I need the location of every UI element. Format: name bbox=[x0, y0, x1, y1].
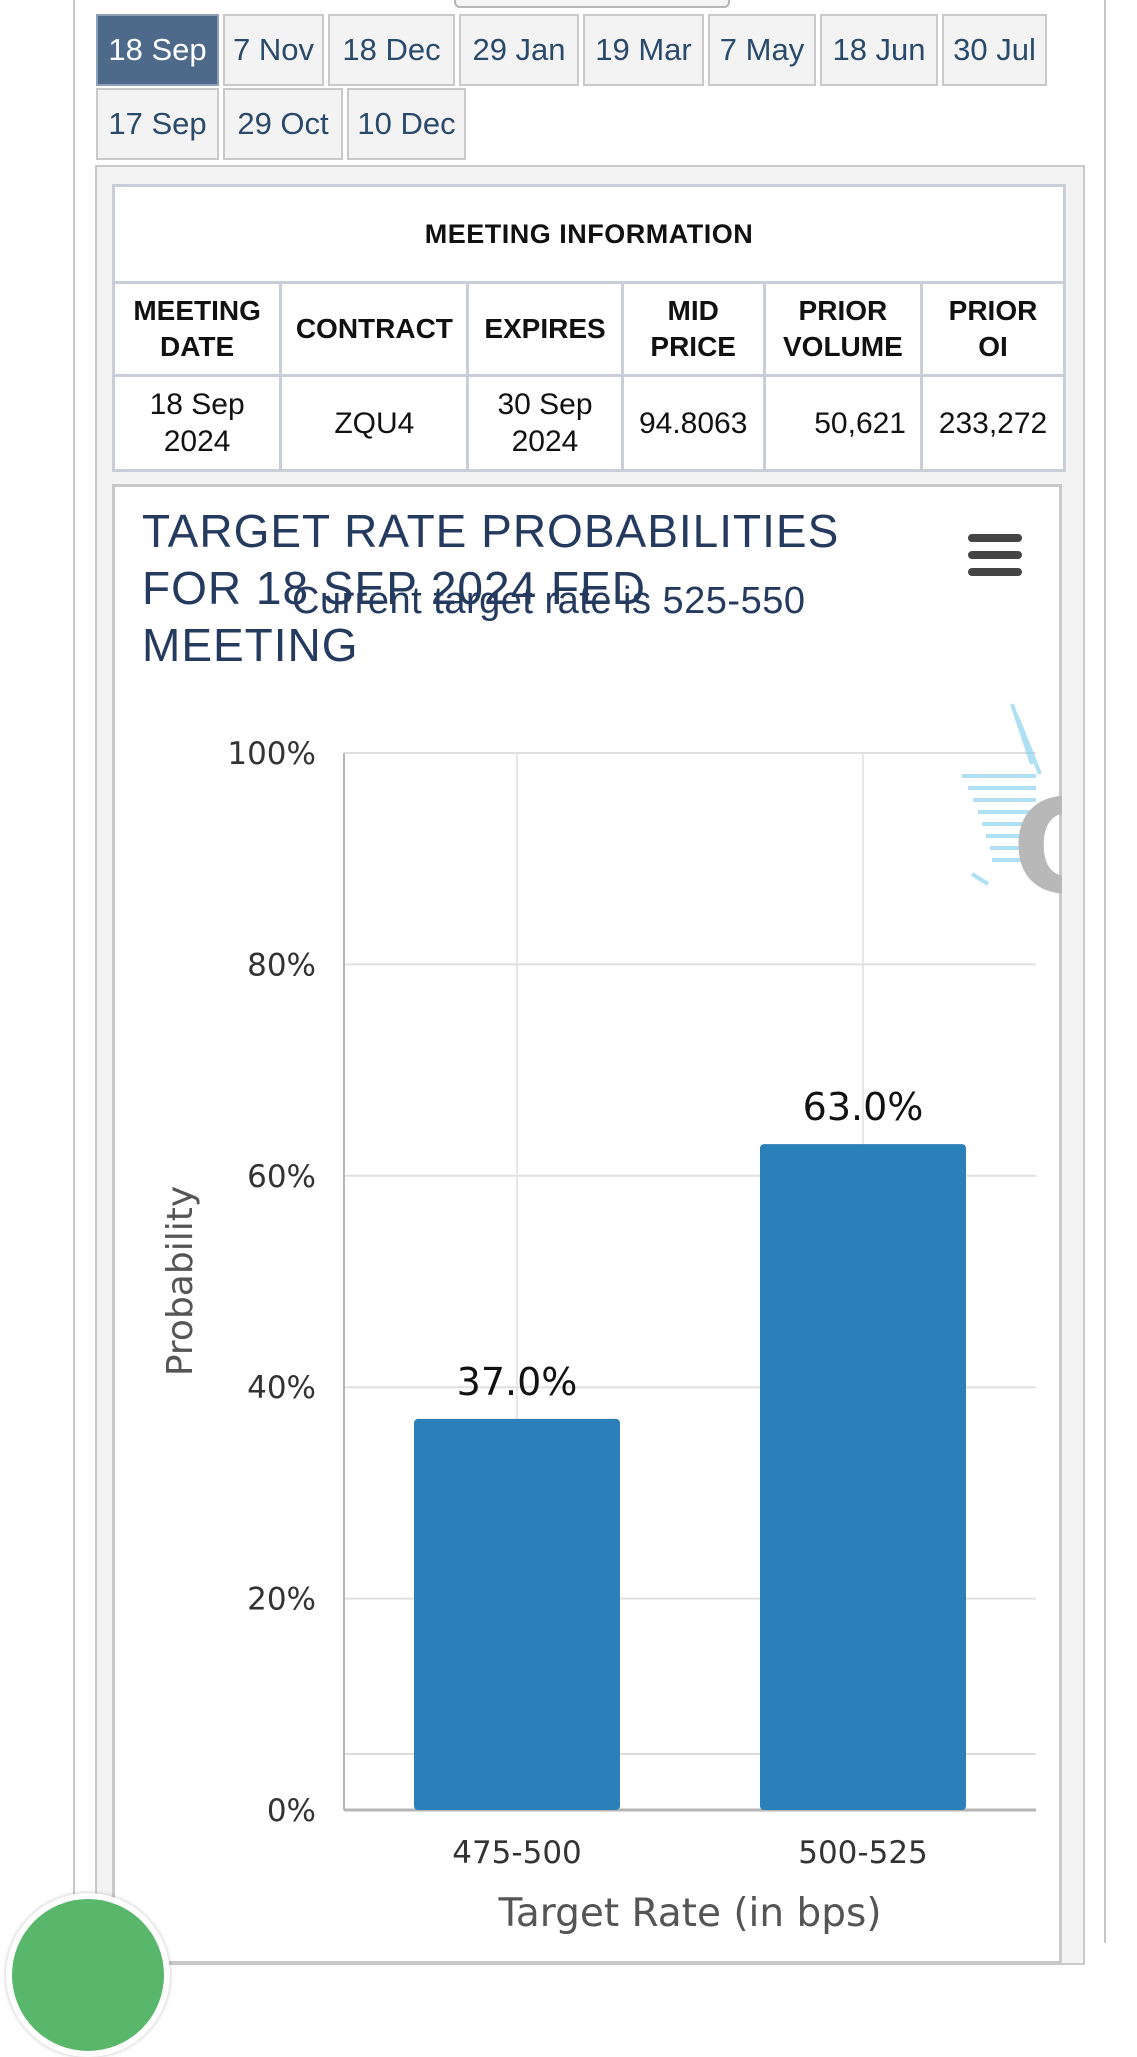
y-tick-label: 20% bbox=[247, 1582, 316, 1618]
cell-prior-volume: 50,621 bbox=[762, 374, 924, 472]
tab-29-jan[interactable]: 29 Jan bbox=[459, 14, 579, 86]
table-header-row: MEETING DATE CONTRACT EXPIRES MID PRICE PR… bbox=[111, 281, 1066, 377]
hamburger-menu-icon-bar bbox=[968, 568, 1022, 576]
table-row: 18 Sep 2024 ZQU4 30 Sep 2024 94.8063 50,62… bbox=[111, 374, 1066, 472]
x-tick-label: 475-500 bbox=[452, 1835, 582, 1871]
tab-30-jul[interactable]: 30 Jul bbox=[942, 14, 1047, 86]
cell-mid-price: 94.8063 bbox=[620, 374, 766, 472]
bar-500-525[interactable] bbox=[760, 1144, 966, 1810]
header-expires: EXPIRES bbox=[466, 281, 624, 377]
header-contract: CONTRACT bbox=[279, 281, 470, 377]
scroll-handle[interactable] bbox=[454, 0, 730, 8]
data-label: 63.0% bbox=[803, 1085, 924, 1129]
x-axis-title: Target Rate (in bps) bbox=[497, 1891, 881, 1936]
y-tick-label: 100% bbox=[227, 736, 316, 772]
y-axis-title: Probability bbox=[160, 1186, 201, 1376]
probability-bar-chart: Q 0% 20% 40% 60% 80% 100% 37.0% 475-500 63.0% 500… bbox=[160, 703, 1062, 1936]
tab-29-oct[interactable]: 29 Oct bbox=[223, 88, 343, 160]
tab-18-dec[interactable]: 18 Dec bbox=[328, 14, 455, 86]
chart-labels: 0% 20% 40% 60% 80% 100% 37.0% 475-500 63.0% 500-5… bbox=[160, 736, 928, 1936]
y-tick-label: 40% bbox=[247, 1370, 316, 1406]
header-mid-price: MID PRICE bbox=[620, 281, 766, 377]
tab-17-sep[interactable]: 17 Sep bbox=[96, 88, 219, 160]
tab-7-nov[interactable]: 7 Nov bbox=[223, 14, 324, 86]
meeting-information-table: MEETING INFORMATION MEETING DATE CONTRACT… bbox=[111, 184, 1066, 472]
x-tick-label: 500-525 bbox=[798, 1835, 928, 1871]
chart-bars bbox=[414, 1144, 966, 1810]
tab-7-may[interactable]: 7 May bbox=[708, 14, 816, 86]
page-border-left bbox=[73, 0, 75, 1943]
y-tick-label: 0% bbox=[267, 1793, 316, 1829]
tab-19-mar[interactable]: 19 Mar bbox=[583, 14, 704, 86]
cell-contract: ZQU4 bbox=[279, 374, 470, 472]
hamburger-menu-icon bbox=[968, 534, 1022, 542]
table-caption: MEETING INFORMATION bbox=[112, 184, 1066, 284]
cell-meeting-date: 18 Sep 2024 bbox=[111, 374, 283, 472]
cell-expires: 30 Sep 2024 bbox=[466, 374, 624, 472]
chart-subtitle: Current target rate is 525-550 bbox=[292, 580, 806, 622]
svg-text:Q: Q bbox=[1012, 771, 1062, 923]
header-prior-volume: PRIOR VOLUME bbox=[762, 281, 924, 377]
y-tick-label: 60% bbox=[247, 1159, 316, 1195]
y-tick-label: 80% bbox=[247, 947, 316, 983]
tab-18-jun[interactable]: 18 Jun bbox=[820, 14, 938, 86]
page-border-right bbox=[1104, 0, 1106, 1943]
data-label: 37.0% bbox=[457, 1360, 578, 1404]
chart-menu-button[interactable] bbox=[968, 534, 1022, 576]
tab-18-sep[interactable]: 18 Sep bbox=[96, 14, 219, 86]
q-logo-icon: Q bbox=[962, 703, 1062, 923]
help-chat-icon[interactable] bbox=[6, 1893, 170, 2057]
bar-475-500[interactable] bbox=[414, 1418, 620, 1810]
header-prior-oi: PRIOR OI bbox=[920, 281, 1066, 377]
cell-prior-oi: 233,272 bbox=[920, 374, 1066, 472]
hamburger-menu-icon-bar bbox=[968, 551, 1022, 559]
header-meeting-date: MEETING DATE bbox=[111, 281, 283, 377]
chart-title: TARGET RATE PROBABILITIES FOR 18 SEP 2024… bbox=[142, 505, 840, 671]
tab-10-dec[interactable]: 10 Dec bbox=[347, 88, 466, 160]
